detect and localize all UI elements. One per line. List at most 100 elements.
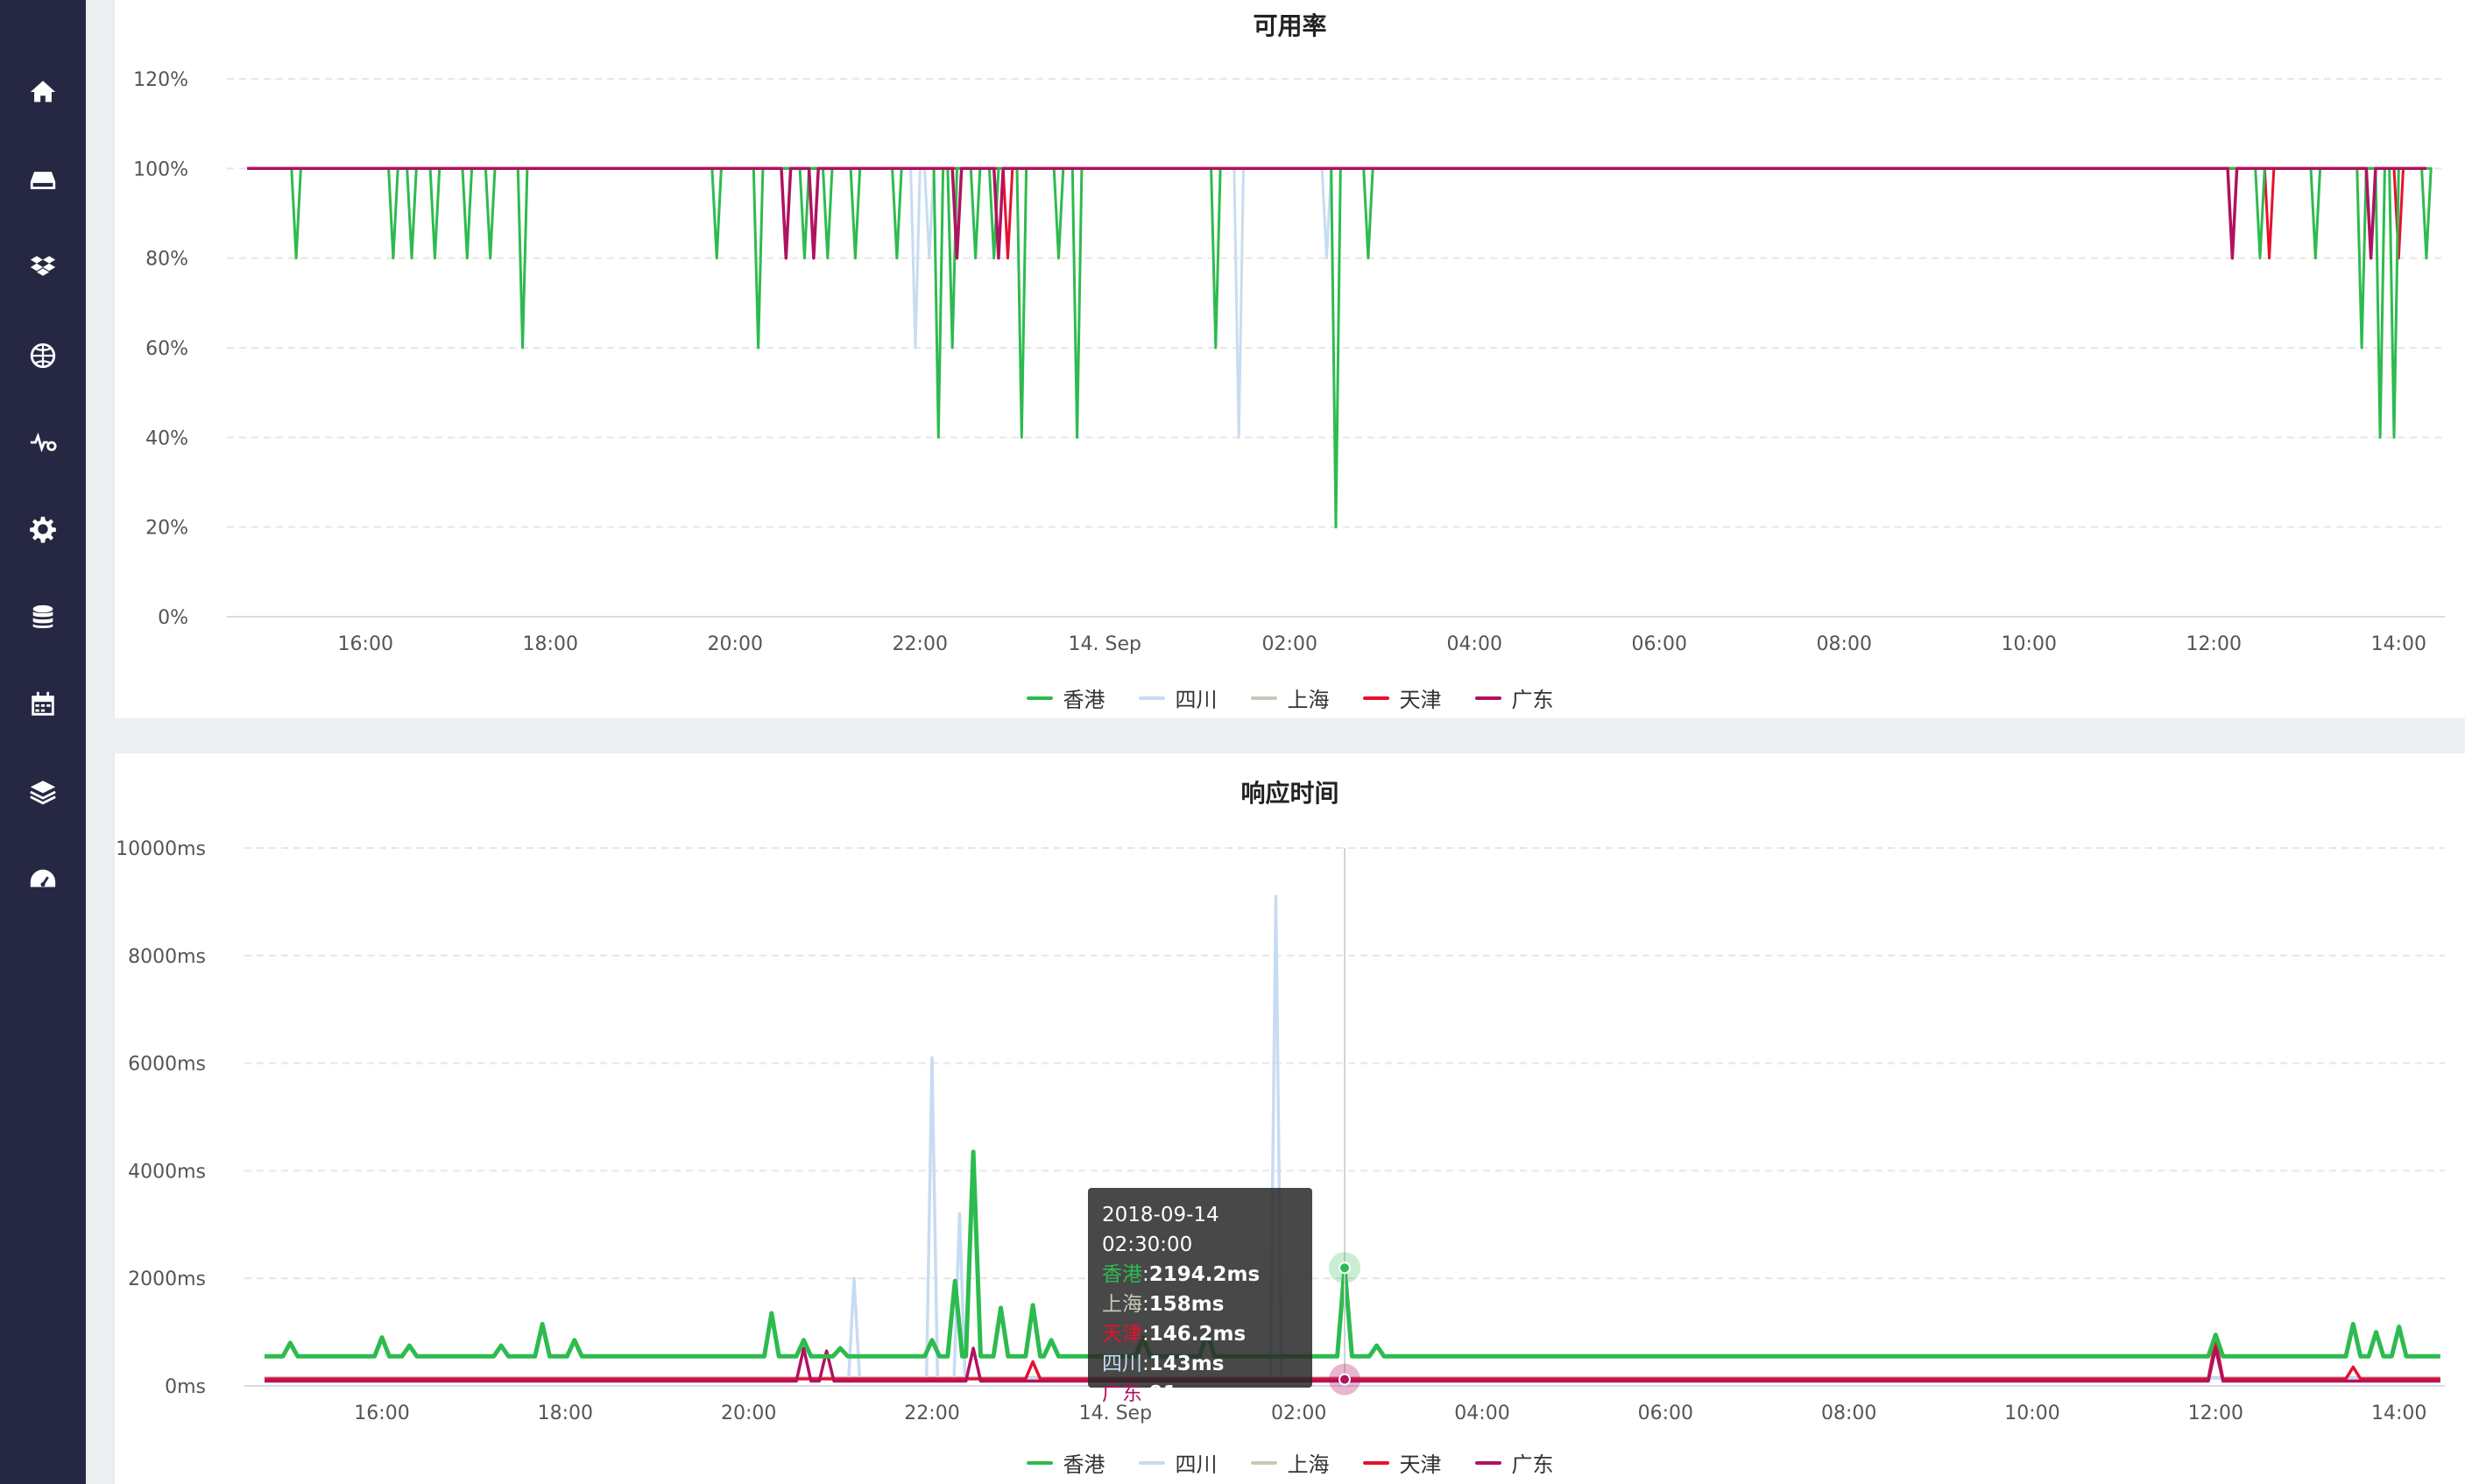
- legend-label: 天津: [1399, 1452, 1442, 1477]
- legend-item-天津[interactable]: 天津: [1362, 682, 1442, 713]
- tooltip-separator: :: [1142, 1293, 1149, 1316]
- legend-item-广东[interactable]: 广东: [1474, 682, 1554, 713]
- tooltip-value: 158ms: [1148, 1293, 1225, 1316]
- tooltip-row: 上海:158ms: [1102, 1290, 1298, 1319]
- availability-chart: 120% 100% 80% 60% 40% 20% 0% 16:00 18:00 20:00 22:…: [133, 69, 2445, 655]
- series-line-广东: [265, 1346, 2440, 1383]
- availability-panel: 120% 100% 80% 60% 40% 20% 0% 16:00 18:00 20:00 22:…: [115, 0, 2465, 718]
- x-tick-label: 08:00: [1817, 633, 1872, 655]
- series-line-天津: [247, 166, 2426, 260]
- y-tick-label: 4000ms: [128, 1161, 206, 1183]
- y-tick-label: 100%: [133, 159, 188, 180]
- x-tick-label: 02:00: [1271, 1403, 1326, 1424]
- x-tick-label: 20:00: [721, 1403, 776, 1424]
- layers-icon[interactable]: [25, 774, 60, 809]
- response-time-chart: 10000ms 8000ms 6000ms 4000ms 2000ms 0ms 16:00 1…: [116, 838, 2445, 1424]
- legend-item-天津[interactable]: 天津: [1362, 1447, 1442, 1478]
- legend-label: 广东: [1511, 1452, 1554, 1477]
- x-tick-label: 04:00: [1454, 1403, 1509, 1424]
- x-tick-label: 06:00: [1632, 633, 1687, 655]
- y-tick-label: 10000ms: [116, 838, 206, 860]
- pulse-icon[interactable]: [25, 425, 60, 460]
- x-tick-label: 12:00: [2188, 1403, 2243, 1424]
- y-tick-label: 80%: [145, 249, 188, 271]
- y-tick-label: 2000ms: [128, 1268, 206, 1290]
- hover-marker: [1338, 1373, 1351, 1386]
- legend-label: 四川: [1175, 1452, 1218, 1477]
- y-tick-label: 60%: [145, 338, 188, 360]
- legend-item-四川[interactable]: 四川: [1138, 1447, 1218, 1478]
- x-tick-label: 18:00: [523, 633, 578, 655]
- tooltip: 2018-09-14 02:30:00 香港:2194.2ms 上海:158ms 天…: [1088, 1188, 1312, 1405]
- database-icon[interactable]: [25, 600, 60, 635]
- y-tick-label: 8000ms: [128, 946, 206, 968]
- x-tick-label: 14. Sep: [1069, 633, 1141, 655]
- server-icon[interactable]: [25, 163, 60, 198]
- x-tick-label: 10:00: [2004, 1403, 2059, 1424]
- y-tick-label: 0%: [158, 607, 188, 629]
- tooltip-separator: :: [1142, 1263, 1149, 1286]
- x-tick-label: 22:00: [893, 633, 948, 655]
- legend-item-香港[interactable]: 香港: [1026, 682, 1105, 713]
- x-tick-label: 20:00: [708, 633, 763, 655]
- legend-item-广东[interactable]: 广东: [1474, 1447, 1554, 1478]
- tooltip-row: 四川:143ms: [1102, 1349, 1298, 1379]
- sidebar: [0, 0, 86, 1484]
- tooltip-row: 香港:2194.2ms: [1102, 1260, 1298, 1290]
- tooltip-series-name: 上海: [1102, 1293, 1142, 1316]
- legend-label: 四川: [1175, 688, 1218, 712]
- x-tick-label: 14. Sep: [1079, 1403, 1152, 1424]
- tooltip-series-name: 香港: [1102, 1263, 1142, 1286]
- x-tick-label: 04:00: [1447, 633, 1502, 655]
- calendar-icon[interactable]: [25, 687, 60, 722]
- dropbox-icon[interactable]: [25, 250, 60, 285]
- y-tick-label: 120%: [133, 69, 188, 91]
- home-icon[interactable]: [25, 74, 60, 110]
- tooltip-row: 广东:91ms: [1102, 1379, 1298, 1409]
- x-tick-label: 16:00: [338, 633, 393, 655]
- tooltip-separator: :: [1142, 1382, 1149, 1405]
- gear-icon[interactable]: [25, 512, 60, 547]
- legend-label: 香港: [1063, 688, 1105, 712]
- tooltip-value: 91ms: [1148, 1382, 1211, 1405]
- legend-item-香港[interactable]: 香港: [1026, 1447, 1105, 1478]
- legend-swatch: [1362, 1460, 1389, 1465]
- legend-swatch: [1026, 1460, 1053, 1465]
- globe-icon[interactable]: [25, 338, 60, 373]
- legend-swatch: [1026, 696, 1053, 700]
- tooltip-row: 天津:146.2ms: [1102, 1319, 1298, 1349]
- legend-swatch: [1138, 696, 1165, 700]
- y-tick-label: 6000ms: [128, 1054, 206, 1076]
- tooltip-series-name: 广东: [1102, 1382, 1142, 1405]
- x-tick-label: 12:00: [2186, 633, 2242, 655]
- legend-swatch: [1474, 1460, 1501, 1465]
- series-line-广东: [247, 166, 2426, 260]
- tooltip-separator: :: [1142, 1323, 1149, 1346]
- tooltip-separator: :: [1142, 1353, 1149, 1375]
- y-tick-label: 20%: [145, 518, 188, 540]
- legend-label: 上海: [1287, 688, 1330, 712]
- legend: 香港 四川 上海 天津 广东: [115, 1447, 2465, 1478]
- legend-item-上海[interactable]: 上海: [1250, 1447, 1330, 1478]
- series-line-四川: [265, 894, 2440, 1381]
- response-time-panel: 10000ms 8000ms 6000ms 4000ms 2000ms 0ms 16:00 1…: [115, 753, 2465, 1484]
- x-tick-label: 16:00: [354, 1403, 409, 1424]
- tooltip-value: 146.2ms: [1148, 1323, 1247, 1346]
- legend-item-四川[interactable]: 四川: [1138, 682, 1218, 713]
- x-tick-label: 08:00: [1821, 1403, 1876, 1424]
- legend-label: 天津: [1399, 688, 1442, 712]
- legend-item-上海[interactable]: 上海: [1250, 682, 1330, 713]
- legend-swatch: [1250, 1460, 1277, 1465]
- legend-swatch: [1138, 1460, 1165, 1465]
- tooltip-time: 2018-09-14 02:30:00: [1102, 1204, 1219, 1256]
- legend-label: 广东: [1511, 688, 1554, 712]
- x-tick-label: 18:00: [538, 1403, 593, 1424]
- tooltip-series-name: 天津: [1102, 1323, 1142, 1346]
- series-line-香港: [265, 1149, 2440, 1359]
- legend-label: 香港: [1063, 1452, 1105, 1477]
- y-tick-label: 0ms: [165, 1376, 206, 1398]
- legend-swatch: [1362, 696, 1389, 700]
- y-tick-label: 40%: [145, 428, 188, 449]
- legend-label: 上海: [1287, 1452, 1330, 1477]
- dashboard-icon[interactable]: [25, 862, 60, 897]
